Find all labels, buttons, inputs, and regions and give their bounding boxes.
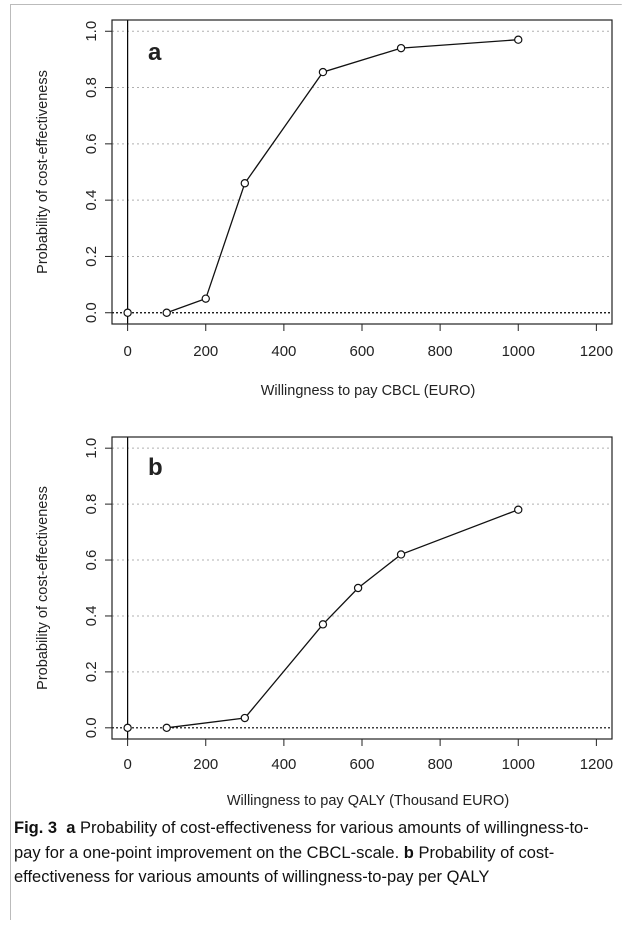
chart-panel-a: 0 200 400 600 800 1000 1200 0.0 0.2 0.4 0.6 0.8 1.0 W… — [35, 19, 613, 399]
y-tick-label: 0.6 — [83, 133, 100, 154]
x-tick-label: 800 — [428, 756, 453, 773]
data-point — [514, 35, 523, 44]
chart-panel-b: 0 200 400 600 800 1000 1200 0.0 0.2 0.4 0.6 0.8 1.0 W… — [35, 436, 613, 809]
y-axis-label: Probability of cost-effectiveness — [35, 70, 51, 274]
caption-a-letter: a — [66, 819, 76, 837]
data-point — [123, 723, 132, 733]
caption-b-text: Probability of cost-effectiveness for va… — [14, 843, 555, 887]
data-point — [240, 179, 250, 188]
data-point — [514, 505, 523, 514]
x-tick-label: 200 — [193, 343, 218, 360]
data-point — [396, 550, 406, 559]
data-point — [123, 308, 132, 317]
caption-b-letter: b — [403, 843, 414, 862]
caption-fig-label: Fig. 3 — [14, 819, 58, 837]
y-tick-label: 0.0 — [83, 717, 100, 738]
x-tick-label: 600 — [349, 756, 374, 773]
x-tick-label: 200 — [193, 756, 218, 773]
panel-letter: a — [148, 39, 162, 66]
y-tick-label: 0.2 — [83, 246, 100, 267]
x-tick-label: 1000 — [502, 756, 535, 773]
y-tick-label: 1.0 — [83, 21, 100, 42]
data-point — [318, 620, 328, 629]
data-point — [318, 67, 328, 77]
y-tick-label: 0.4 — [83, 190, 100, 211]
x-tick-label: 0 — [123, 343, 131, 360]
y-tick-label: 1.0 — [83, 438, 100, 459]
y-tick-label: 0.4 — [83, 606, 100, 627]
charts-canvas: 0 200 400 600 800 1000 1200 0.0 0.2 0.4 0.6 0.8 1.0 W… — [35, 19, 613, 809]
series-line — [166, 509, 519, 729]
x-tick-label: 600 — [349, 343, 374, 360]
series-line — [166, 39, 519, 314]
data-point — [353, 583, 363, 593]
y-axis-label: Probability of cost-effectiveness — [35, 486, 51, 690]
figure-frame-top — [10, 4, 622, 5]
data-point — [396, 43, 406, 53]
panel-letter: b — [148, 454, 163, 481]
x-axis-label: Willingness to pay CBCL (EURO) — [261, 383, 476, 399]
x-tick-label: 800 — [428, 343, 453, 360]
x-tick-label: 1000 — [502, 343, 535, 360]
plot-frame — [111, 19, 613, 325]
y-tick-label: 0.8 — [83, 494, 100, 515]
x-tick-label: 400 — [271, 756, 296, 773]
data-point — [162, 723, 171, 733]
figure-caption: Fig. 3 a Probability of cost-effectivene… — [14, 816, 614, 890]
x-axis-label: Willingness to pay QALY (Thousand EURO) — [227, 793, 509, 809]
y-tick-label: 0.6 — [83, 550, 100, 571]
caption-a-text: Probability of cost-effectiveness for va… — [14, 819, 589, 862]
figure-frame-left — [10, 4, 11, 920]
x-tick-label: 1200 — [580, 343, 613, 360]
x-tick-label: 400 — [271, 343, 296, 360]
data-point — [240, 713, 250, 723]
data-point — [162, 308, 171, 317]
y-tick-label: 0.0 — [83, 302, 100, 323]
data-point — [201, 294, 210, 303]
x-tick-label: 1200 — [580, 756, 613, 773]
y-tick-label: 0.2 — [83, 661, 100, 682]
x-tick-label: 0 — [123, 756, 131, 773]
y-tick-label: 0.8 — [83, 77, 100, 98]
